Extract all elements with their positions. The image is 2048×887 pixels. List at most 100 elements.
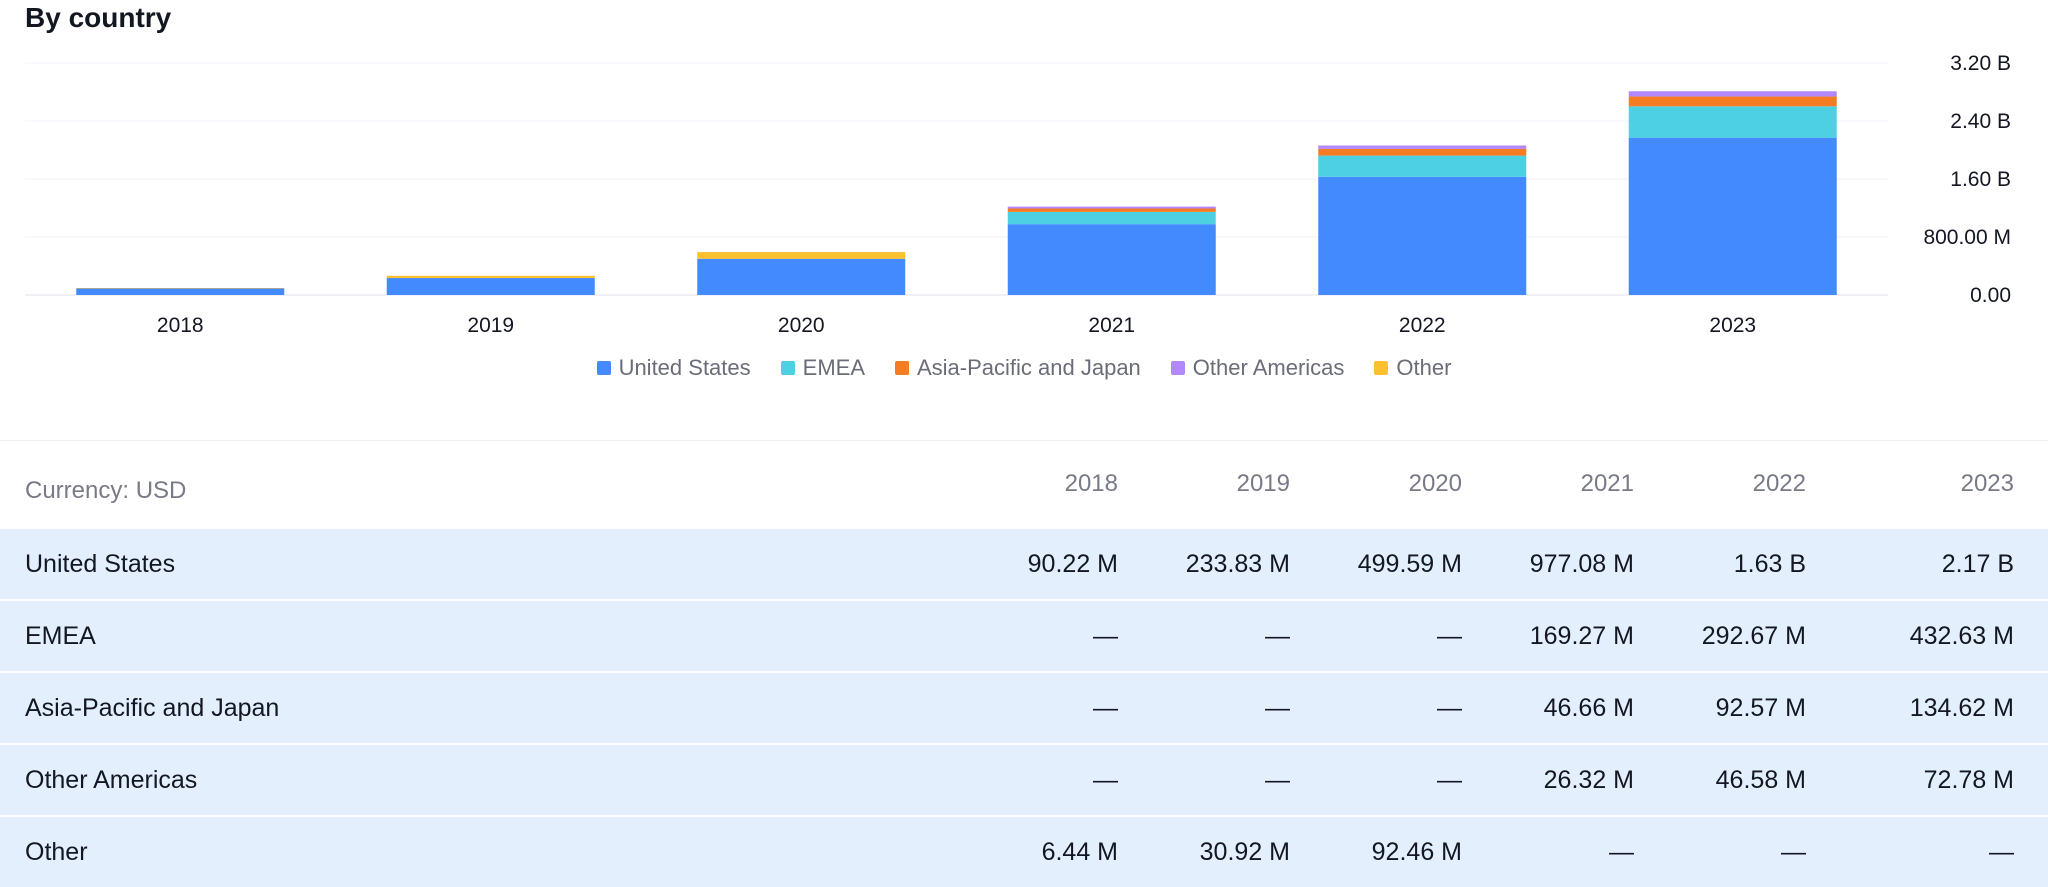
stacked-bar-chart: 2018 2019 2020 2021 2022 2023 0.00 800.00 M 1.6… <box>25 52 2011 337</box>
legend-label: EMEA <box>802 355 865 380</box>
x-tick-label: 2023 <box>1709 314 1756 337</box>
row-label: Other Americas <box>0 743 980 816</box>
table-cell: — <box>1324 599 1496 672</box>
table-cell: 233.83 M <box>1152 527 1324 600</box>
bar-segment-other-2019[interactable] <box>386 275 595 279</box>
divider <box>0 440 2048 441</box>
table-cell: 30.92 M <box>1152 815 1324 887</box>
column-header: 2023 <box>1960 470 2014 497</box>
x-tick-label: 2022 <box>1399 314 1446 337</box>
legend-item[interactable]: Asia-Pacific and Japan <box>895 355 1141 381</box>
table-row: Other Americas — — —26.32 M 46.58 M 72.78 M <box>0 743 2048 816</box>
x-tick-label: 2019 <box>467 314 514 337</box>
table-cell: 90.22 M <box>980 527 1152 600</box>
y-tick-label: 1.60 B <box>1950 168 2011 191</box>
table-cell: — <box>1324 743 1496 816</box>
column-header: 2018 <box>1064 470 1118 497</box>
column-header: 2020 <box>1408 470 1462 497</box>
table-cell: 92.57 M <box>1668 671 1840 744</box>
legend-item[interactable]: Other <box>1374 355 1451 381</box>
legend-item[interactable]: Other Americas <box>1170 355 1345 381</box>
legend-swatch <box>1374 361 1389 375</box>
y-tick-label: 2.40 B <box>1950 110 2011 133</box>
table-cell: — <box>1496 815 1668 887</box>
bar-segment-united-states-2023[interactable] <box>1628 137 1837 295</box>
x-tick-label: 2021 <box>1088 314 1135 337</box>
data-table: Currency: USD 2018 2019 2020 2021 2022 2… <box>0 441 2048 887</box>
legend-swatch <box>1170 361 1185 375</box>
section-title: By country <box>25 2 172 33</box>
bar-segment-emea-2022[interactable] <box>1318 155 1527 177</box>
row-label: EMEA <box>0 599 980 672</box>
bar-segment-united-states-2019[interactable] <box>386 278 595 295</box>
row-label: Asia-Pacific and Japan <box>0 671 980 744</box>
table-row: United States 90.22 M 233.83 M 499.59 M 977.… <box>0 527 2048 600</box>
row-label: United States <box>0 527 980 600</box>
table-cell: — <box>1152 671 1324 744</box>
bar-segment-united-states-2022[interactable] <box>1318 176 1527 295</box>
x-axis-ticks: 2018 2019 2020 2021 2022 2023 <box>157 314 1756 337</box>
y-tick-label: 0.00 <box>1970 284 2011 307</box>
table-row: EMEA — — —169.27 M 292.67 M 432.63 M <box>0 599 2048 672</box>
table-cell: 26.32 M <box>1496 743 1668 816</box>
table-header-row: Currency: USD 2018 2019 2020 2021 2022 2… <box>0 441 2048 528</box>
bar-segment-emea-2023[interactable] <box>1628 106 1837 138</box>
table-cell: 499.59 M <box>1324 527 1496 600</box>
bar-segment-united-states-2021[interactable] <box>1007 224 1216 295</box>
x-tick-label: 2020 <box>778 314 825 337</box>
bar-segment-united-states-2020[interactable] <box>697 258 906 295</box>
bar-segment-asia-pacific-and-japan-2021[interactable] <box>1007 208 1216 212</box>
table-cell: 72.78 M <box>1840 743 2048 816</box>
y-axis-ticks: 0.00 800.00 M 1.60 B 2.40 B 3.20 B <box>1923 52 2011 307</box>
bar-segment-other-2020[interactable] <box>697 252 906 259</box>
legend-swatch <box>596 361 611 375</box>
table-cell: — <box>1668 815 1840 887</box>
table-cell: 432.63 M <box>1840 599 2048 672</box>
table-cell: — <box>1840 815 2048 887</box>
chart-legend: United States EMEA Asia-Pacific and Japan O… <box>0 355 2048 381</box>
legend-label: Other <box>1396 355 1452 380</box>
table-cell: — <box>1152 599 1324 672</box>
table-cell: 6.44 M <box>980 815 1152 887</box>
bar-segment-united-states-2018[interactable] <box>76 288 285 295</box>
bar-segment-other-2018[interactable] <box>76 287 285 289</box>
bars <box>76 91 1837 295</box>
row-label: Other <box>0 815 980 887</box>
column-header: 2021 <box>1580 470 1634 497</box>
table-cell: 292.67 M <box>1668 599 1840 672</box>
column-header: 2022 <box>1752 470 1806 497</box>
table-cell: 134.62 M <box>1840 671 2048 744</box>
table-cell: 92.46 M <box>1324 815 1496 887</box>
y-tick-label: 800.00 M <box>1923 226 2011 249</box>
table-cell: — <box>980 599 1152 672</box>
table-cell: 46.58 M <box>1668 743 1840 816</box>
table-cell: 46.66 M <box>1496 671 1668 744</box>
table-row: Other 6.44 M 30.92 M 92.46 M — — — <box>0 815 2048 887</box>
legend-item[interactable]: EMEA <box>780 355 865 381</box>
legend-item[interactable]: United States <box>596 355 751 381</box>
column-header: 2019 <box>1236 470 1290 497</box>
y-tick-label: 3.20 B <box>1950 52 2011 75</box>
legend-swatch <box>780 361 795 375</box>
table-cell: 2.17 B <box>1840 527 2048 600</box>
table-cell: — <box>1324 671 1496 744</box>
table-cell: — <box>980 671 1152 744</box>
currency-label: Currency: USD <box>25 477 187 504</box>
bar-segment-other-americas-2022[interactable] <box>1318 145 1527 149</box>
x-tick-label: 2018 <box>157 314 204 337</box>
bar-segment-asia-pacific-and-japan-2022[interactable] <box>1318 148 1527 156</box>
bar-segment-emea-2021[interactable] <box>1007 211 1216 225</box>
table-cell: 1.63 B <box>1668 527 1840 600</box>
grid-lines <box>25 62 1888 296</box>
legend-swatch <box>895 361 909 375</box>
legend-label: Asia-Pacific and Japan <box>917 355 1141 380</box>
table-cell: — <box>980 743 1152 816</box>
bar-segment-asia-pacific-and-japan-2023[interactable] <box>1628 96 1837 107</box>
table-cell: — <box>1152 743 1324 816</box>
bar-segment-other-americas-2021[interactable] <box>1007 206 1216 209</box>
table-cell: 977.08 M <box>1496 527 1668 600</box>
bar-segment-other-americas-2023[interactable] <box>1628 91 1837 97</box>
legend-label: Other Americas <box>1192 355 1345 380</box>
legend-label: United States <box>618 355 751 380</box>
